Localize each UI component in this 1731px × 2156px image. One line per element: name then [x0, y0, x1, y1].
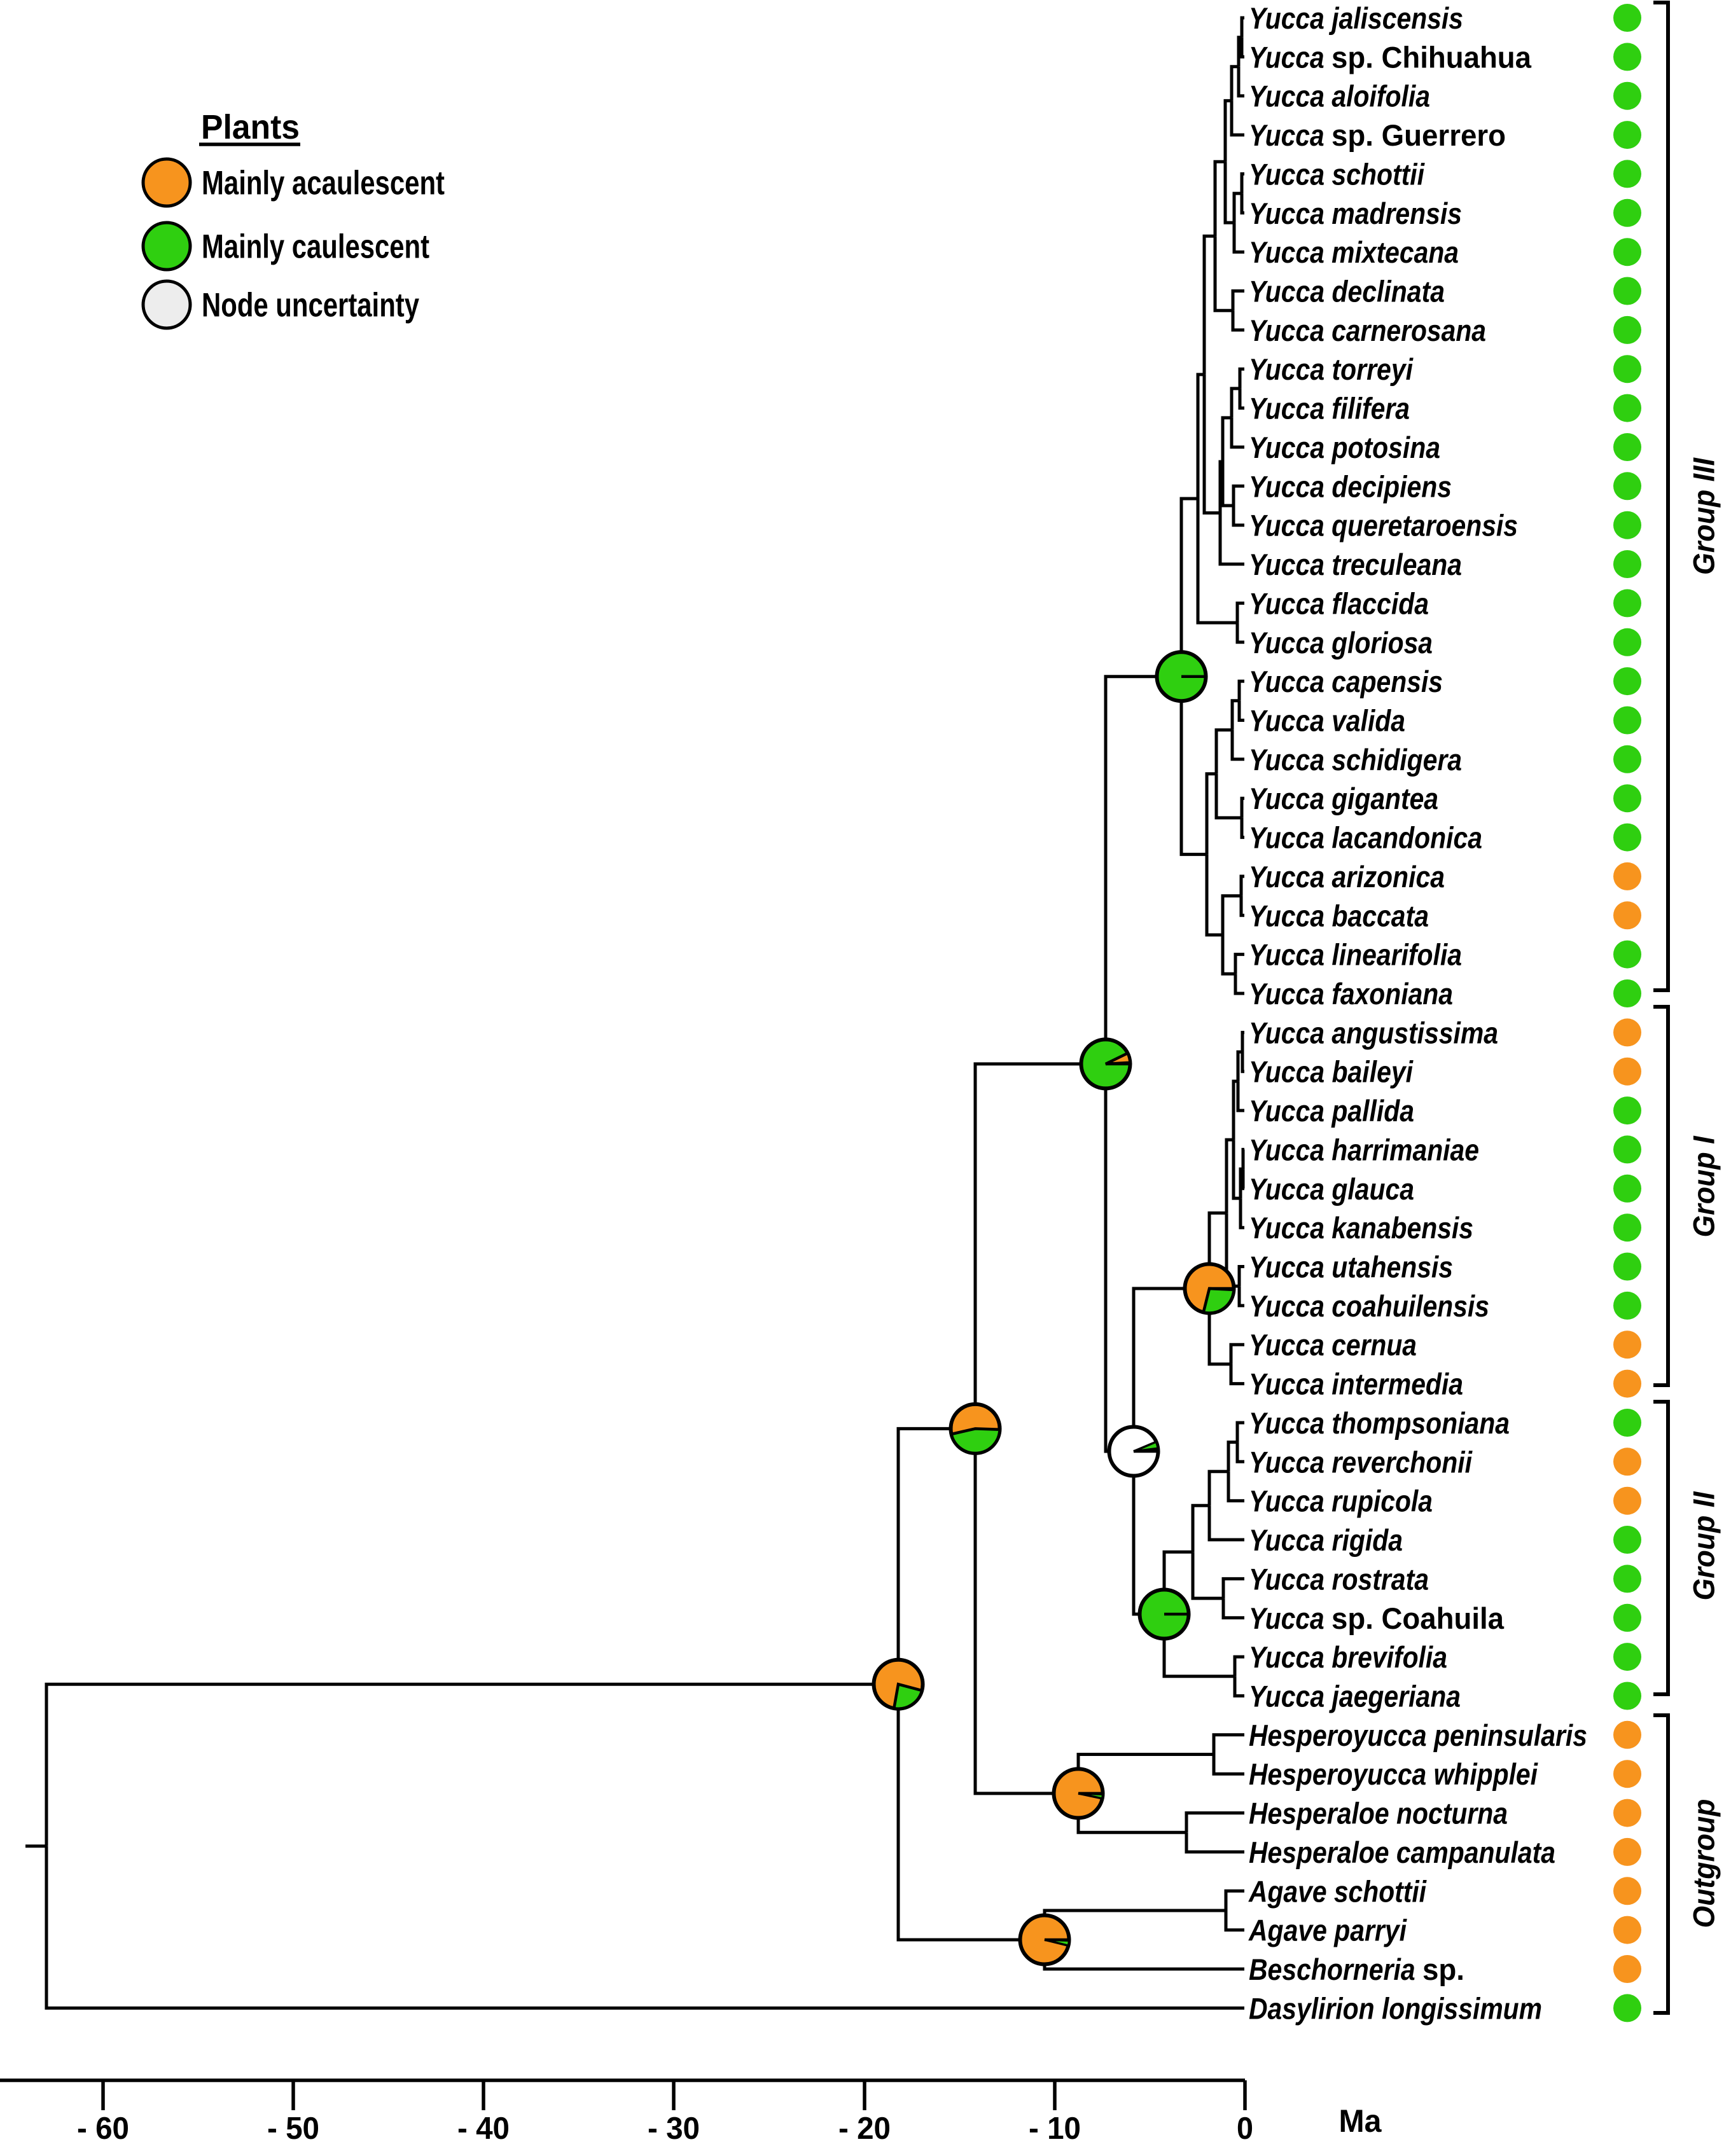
- svg-text:Yucca madrensis: Yucca madrensis: [1249, 196, 1462, 230]
- svg-text:Yucca reverchonii: Yucca reverchonii: [1249, 1445, 1473, 1479]
- svg-text:- 30: - 30: [648, 2111, 700, 2146]
- svg-text:Yucca declinata: Yucca declinata: [1249, 274, 1445, 308]
- svg-text:Yucca potosina: Yucca potosina: [1249, 431, 1440, 464]
- svg-text:Yucca cernua: Yucca cernua: [1249, 1328, 1417, 1362]
- svg-text:Hesperaloe campanulata: Hesperaloe campanulata: [1249, 1835, 1555, 1869]
- svg-text:Yucca utahensis: Yucca utahensis: [1249, 1250, 1453, 1283]
- svg-text:Group II: Group II: [1687, 1491, 1721, 1601]
- svg-text:Yucca gigantea: Yucca gigantea: [1249, 782, 1438, 815]
- svg-text:Outgroup: Outgroup: [1687, 1799, 1721, 1928]
- svg-text:Yucca rupicola: Yucca rupicola: [1249, 1484, 1433, 1517]
- svg-text:Yucca carnerosana: Yucca carnerosana: [1249, 313, 1486, 347]
- svg-text:Yucca sp. Chihuahua: Yucca sp. Chihuahua: [1249, 40, 1532, 74]
- svg-text:Dasylirion longissimum: Dasylirion longissimum: [1249, 1991, 1542, 2025]
- svg-text:Yucca torreyi: Yucca torreyi: [1249, 352, 1414, 386]
- svg-text:Yucca baccata: Yucca baccata: [1249, 899, 1429, 932]
- svg-text:- 50: - 50: [267, 2111, 319, 2146]
- svg-text:Yucca jaegeriana: Yucca jaegeriana: [1249, 1679, 1461, 1713]
- svg-text:- 20: - 20: [838, 2111, 891, 2146]
- svg-text:- 40: - 40: [457, 2111, 510, 2146]
- svg-text:Ma: Ma: [1339, 2103, 1382, 2139]
- svg-text:Group I: Group I: [1687, 1136, 1721, 1238]
- svg-text:Yucca baileyi: Yucca baileyi: [1249, 1054, 1414, 1088]
- svg-text:Yucca filifera: Yucca filifera: [1249, 391, 1410, 425]
- svg-text:Hesperoyucca peninsularis: Hesperoyucca peninsularis: [1249, 1718, 1587, 1752]
- svg-text:Yucca schottii: Yucca schottii: [1249, 157, 1425, 191]
- svg-text:Yucca valida: Yucca valida: [1249, 703, 1405, 737]
- svg-text:Yucca schidigera: Yucca schidigera: [1249, 742, 1462, 776]
- svg-text:Yucca queretaroensis: Yucca queretaroensis: [1249, 508, 1518, 542]
- svg-text:Yucca flaccida: Yucca flaccida: [1249, 586, 1429, 620]
- svg-text:Group III: Group III: [1687, 457, 1721, 575]
- svg-text:- 10: - 10: [1029, 2111, 1081, 2146]
- svg-text:Yucca sp. Guerrero: Yucca sp. Guerrero: [1249, 118, 1506, 152]
- svg-text:Yucca sp. Coahuila: Yucca sp. Coahuila: [1249, 1601, 1505, 1634]
- svg-text:Yucca arizonica: Yucca arizonica: [1249, 859, 1445, 893]
- svg-text:Yucca brevifolia: Yucca brevifolia: [1249, 1640, 1447, 1674]
- svg-text:Yucca thompsoniana: Yucca thompsoniana: [1249, 1406, 1510, 1440]
- svg-text:0: 0: [1237, 2111, 1253, 2146]
- svg-text:Yucca gloriosa: Yucca gloriosa: [1249, 625, 1433, 659]
- svg-text:Yucca decipiens: Yucca decipiens: [1249, 469, 1452, 503]
- svg-text:Yucca rigida: Yucca rigida: [1249, 1523, 1403, 1557]
- svg-text:Hesperoyucca whipplei: Hesperoyucca whipplei: [1249, 1757, 1538, 1791]
- svg-text:Agave parryi: Agave parryi: [1248, 1913, 1407, 1947]
- svg-text:Yucca capensis: Yucca capensis: [1249, 665, 1443, 698]
- svg-text:Yucca angustissima: Yucca angustissima: [1249, 1016, 1498, 1049]
- svg-text:Beschorneria sp.: Beschorneria sp.: [1249, 1952, 1464, 1986]
- svg-text:Plants: Plants: [201, 108, 300, 146]
- svg-text:Yucca glauca: Yucca glauca: [1249, 1171, 1414, 1205]
- svg-text:Mainly caulescent: Mainly caulescent: [202, 228, 429, 266]
- svg-text:Yucca coahuilensis: Yucca coahuilensis: [1249, 1289, 1489, 1322]
- svg-text:Mainly acaulescent: Mainly acaulescent: [202, 165, 445, 202]
- svg-text:Yucca faxoniana: Yucca faxoniana: [1249, 977, 1453, 1011]
- svg-text:Agave schottii: Agave schottii: [1248, 1874, 1427, 1908]
- svg-text:Yucca harrimaniae: Yucca harrimaniae: [1249, 1133, 1479, 1166]
- svg-text:Yucca rostrata: Yucca rostrata: [1249, 1562, 1429, 1596]
- svg-text:Yucca aloifolia: Yucca aloifolia: [1249, 79, 1430, 113]
- svg-text:Yucca linearifolia: Yucca linearifolia: [1249, 937, 1462, 971]
- svg-text:Hesperaloe nocturna: Hesperaloe nocturna: [1249, 1796, 1508, 1830]
- svg-text:Yucca kanabensis: Yucca kanabensis: [1249, 1211, 1473, 1245]
- svg-text:Yucca intermedia: Yucca intermedia: [1249, 1367, 1463, 1400]
- svg-text:Yucca mixtecana: Yucca mixtecana: [1249, 235, 1459, 269]
- svg-text:Node uncertainty: Node uncertainty: [202, 287, 419, 324]
- svg-text:Yucca jaliscensis: Yucca jaliscensis: [1249, 1, 1463, 35]
- svg-text:Yucca treculeana: Yucca treculeana: [1249, 548, 1462, 581]
- svg-text:- 60: - 60: [77, 2111, 129, 2146]
- svg-text:Yucca lacandonica: Yucca lacandonica: [1249, 820, 1482, 854]
- svg-text:Yucca pallida: Yucca pallida: [1249, 1094, 1414, 1128]
